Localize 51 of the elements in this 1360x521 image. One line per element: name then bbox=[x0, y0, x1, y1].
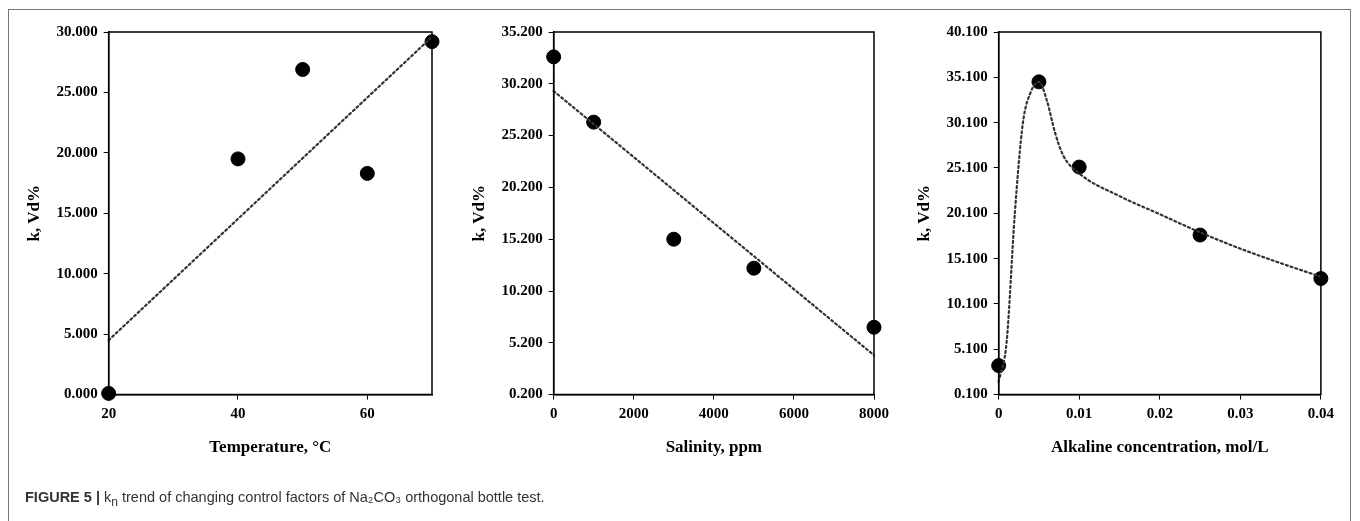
y-tick-label: 0.100 bbox=[953, 385, 988, 402]
caption: FIGURE 5 | k$_{n}$ trend of changing control factors of Na₂CO₃ orthogonal bottle test. bbox=[25, 489, 545, 509]
y-tick-label: 15.100 bbox=[946, 249, 988, 266]
y-tick-label: 10.100 bbox=[946, 294, 988, 311]
x-tick-label: 6000 bbox=[778, 405, 809, 422]
y-axis-title: k, Vd% bbox=[23, 185, 43, 242]
point bbox=[230, 151, 246, 167]
y-tick-label: 20.200 bbox=[501, 178, 543, 195]
y-tick-label: 35.200 bbox=[501, 22, 543, 39]
point bbox=[666, 231, 682, 247]
y-tick-label: 30.200 bbox=[501, 74, 543, 91]
x-tick-label: 0.01 bbox=[1066, 405, 1093, 422]
y-axis-title: k, Vd% bbox=[913, 185, 933, 242]
y-axis-title: k, Vd% bbox=[468, 185, 488, 242]
x-tick-label: 4000 bbox=[698, 405, 729, 422]
point bbox=[546, 49, 562, 65]
x-tick-label: 20 bbox=[101, 405, 117, 422]
y-tick-label: 0.000 bbox=[63, 385, 98, 402]
y-tick-label: 35.100 bbox=[946, 68, 988, 85]
y-tick-label: 40.100 bbox=[946, 22, 988, 39]
x-axis-title: Temperature, °C bbox=[209, 437, 332, 457]
point bbox=[359, 165, 375, 181]
y-tick-label: 20.000 bbox=[56, 143, 98, 160]
y-tick-label: 25.100 bbox=[946, 158, 988, 175]
x-axis-title: Salinity, ppm bbox=[665, 437, 763, 457]
point bbox=[746, 260, 762, 276]
y-tick-label: 10.000 bbox=[56, 264, 98, 281]
y-tick-label: 15.200 bbox=[501, 230, 543, 247]
point bbox=[295, 61, 311, 77]
x-tick-label: 2000 bbox=[618, 405, 649, 422]
x-tick-label: 0.03 bbox=[1227, 405, 1254, 422]
x-tick-label: 0 bbox=[994, 405, 1003, 422]
x-tick-label: 0.02 bbox=[1146, 405, 1173, 422]
x-tick-label: 8000 bbox=[859, 405, 889, 422]
point bbox=[101, 385, 117, 401]
y-tick-label: 30.100 bbox=[946, 113, 988, 130]
x-axis-title: Alkaline concentration, mol/L bbox=[1050, 437, 1269, 457]
y-tick-label: 20.100 bbox=[946, 204, 988, 221]
y-tick-label: 5.000 bbox=[63, 325, 98, 342]
y-tick-label: 25.000 bbox=[56, 83, 98, 100]
x-tick-label: 0 bbox=[549, 405, 558, 422]
y-tick-label: 5.100 bbox=[953, 340, 988, 357]
x-tick-label: 0.04 bbox=[1307, 405, 1335, 422]
y-tick-label: 30.000 bbox=[56, 22, 98, 39]
x-tick-label: 40 bbox=[230, 405, 246, 422]
y-tick-label: 25.200 bbox=[501, 126, 543, 143]
x-tick-label: 60 bbox=[359, 405, 375, 422]
y-tick-label: 0.200 bbox=[508, 385, 543, 402]
y-tick-label: 5.200 bbox=[508, 333, 543, 350]
y-tick-label: 10.200 bbox=[501, 281, 543, 298]
y-tick-label: 15.000 bbox=[56, 204, 98, 221]
